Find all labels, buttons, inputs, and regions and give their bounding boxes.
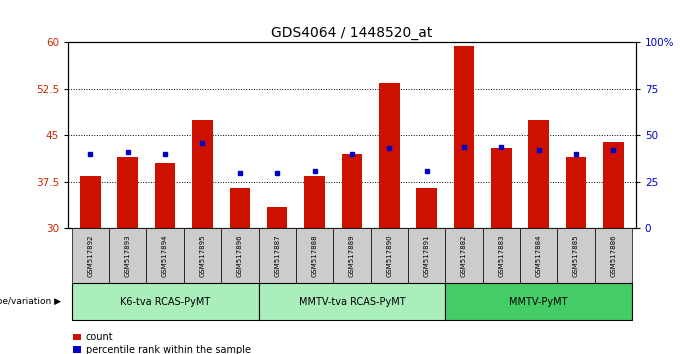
Bar [595,228,632,283]
Text: GSM517888: GSM517888 [311,234,318,277]
Bar [371,228,408,283]
Bar [445,228,483,283]
Bar [146,228,184,283]
Bar [221,228,258,283]
Bar [71,283,258,320]
Bar [520,228,558,283]
Bar [566,157,586,228]
Bar [296,228,333,283]
Text: MMTV-PyMT: MMTV-PyMT [509,297,568,307]
Bar [258,283,445,320]
Bar [333,228,371,283]
Title: GDS4064 / 1448520_at: GDS4064 / 1448520_at [271,26,432,40]
Text: GSM517884: GSM517884 [536,234,542,277]
Bar [304,176,325,228]
Bar [491,148,511,228]
Text: GSM517885: GSM517885 [573,234,579,277]
Text: GSM517893: GSM517893 [124,234,131,277]
Text: GSM517894: GSM517894 [162,234,168,277]
Bar [454,46,474,228]
Bar [603,142,624,228]
Bar [192,120,213,228]
Text: GSM517887: GSM517887 [274,234,280,277]
Text: GSM517896: GSM517896 [237,234,243,277]
Text: MMTV-tva RCAS-PyMT: MMTV-tva RCAS-PyMT [299,297,405,307]
Bar [341,154,362,228]
Text: GSM517892: GSM517892 [88,234,93,277]
Text: GSM517891: GSM517891 [424,234,430,277]
Bar [445,283,632,320]
Bar [379,83,400,228]
Bar [155,163,175,228]
Bar [416,188,437,228]
Bar [109,228,146,283]
Bar [118,157,138,228]
Bar [184,228,221,283]
Bar [558,228,595,283]
Text: GSM517882: GSM517882 [461,234,467,277]
Bar [408,228,445,283]
Bar [80,176,101,228]
Text: GSM517895: GSM517895 [199,234,205,277]
Bar [230,188,250,228]
Text: GSM517886: GSM517886 [611,234,616,277]
Text: GSM517890: GSM517890 [386,234,392,277]
Bar [71,228,109,283]
Bar [528,120,549,228]
Bar [267,207,288,228]
Bar [483,228,520,283]
Text: GSM517883: GSM517883 [498,234,505,277]
Text: genotype/variation ▶: genotype/variation ▶ [0,297,61,306]
Legend: count, percentile rank within the sample: count, percentile rank within the sample [73,332,250,354]
Text: K6-tva RCAS-PyMT: K6-tva RCAS-PyMT [120,297,210,307]
Text: GSM517889: GSM517889 [349,234,355,277]
Bar [258,228,296,283]
